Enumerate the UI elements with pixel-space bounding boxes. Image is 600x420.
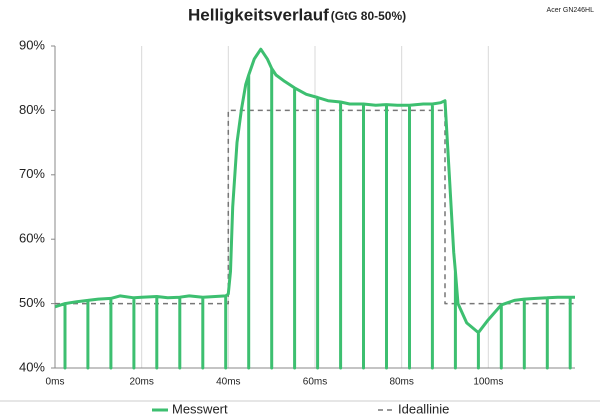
chart-subtitle: (GtG 80-50%) — [331, 9, 406, 23]
chart-title: Helligkeitsverlauf — [188, 5, 329, 24]
legend-label: Ideallinie — [398, 401, 449, 416]
legend-label: Messwert — [172, 401, 228, 416]
x-tick-label: 100ms — [473, 377, 503, 388]
y-tick-label: 50% — [19, 295, 45, 310]
x-tick-label: 20ms — [129, 377, 153, 388]
y-tick-label: 80% — [19, 102, 45, 117]
data-line — [55, 109, 575, 305]
x-tick-label: 60ms — [303, 377, 327, 388]
x-tick-label: 80ms — [389, 377, 413, 388]
y-tick-label: 70% — [19, 166, 45, 181]
y-tick-label: 40% — [19, 359, 45, 374]
data-line — [54, 47, 575, 370]
y-tick-label: 60% — [19, 231, 45, 246]
x-tick-label: 40ms — [216, 377, 240, 388]
annotation: Acer GN246HL — [547, 7, 595, 14]
y-tick-label: 90% — [19, 37, 45, 52]
x-tick-label: 0ms — [46, 377, 65, 388]
